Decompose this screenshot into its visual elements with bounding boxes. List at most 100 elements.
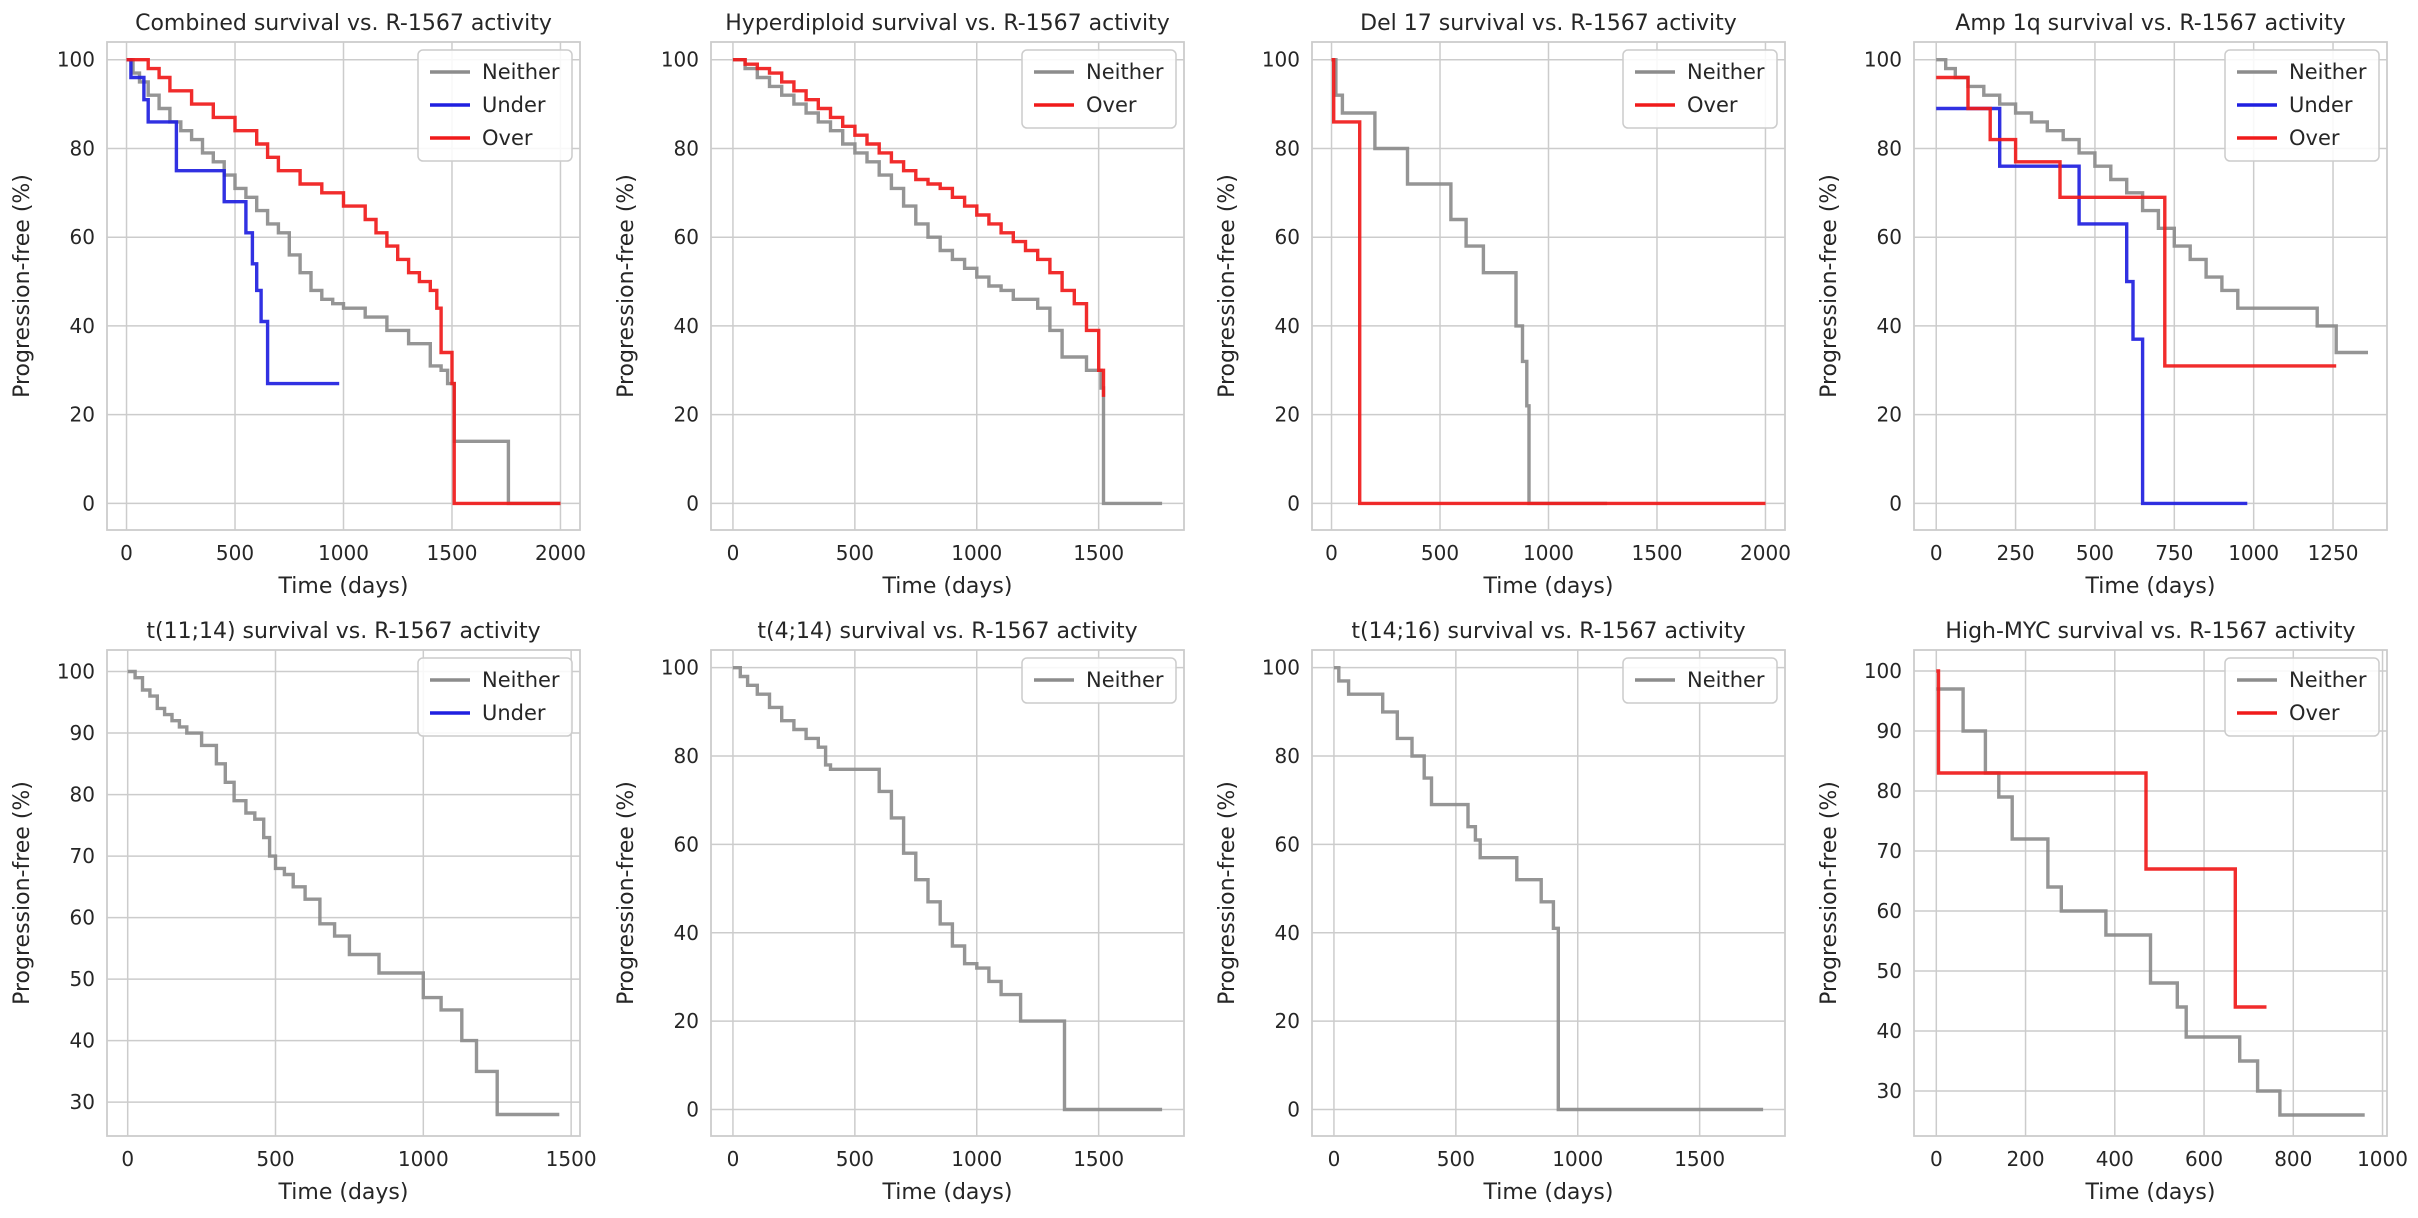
- y-tick-label: 30: [1877, 1079, 1902, 1103]
- x-axis-label: Time (days): [2085, 1180, 2216, 1205]
- legend-label-over: Over: [2289, 126, 2340, 150]
- y-tick-label: 0: [1287, 1097, 1300, 1121]
- x-axis-label: Time (days): [1483, 574, 1614, 599]
- chart-title: Del 17 survival vs. R-1567 activity: [1360, 11, 1737, 36]
- y-tick-label: 0: [686, 1097, 699, 1121]
- x-tick-label: 2000: [535, 541, 586, 565]
- legend-label-under: Under: [482, 701, 546, 725]
- chart-title: Hyperdiploid survival vs. R-1567 activit…: [725, 11, 1169, 36]
- x-tick-label: 0: [727, 1147, 740, 1171]
- y-tick-label: 0: [1287, 491, 1300, 515]
- y-tick-label: 80: [70, 136, 95, 160]
- series-line-neither: [1936, 58, 2368, 355]
- legend-box: [2224, 657, 2380, 737]
- y-tick-label: 20: [1275, 403, 1300, 427]
- series-line-over: [1936, 669, 2267, 1009]
- legend: Neither Over: [1021, 49, 1177, 129]
- legend-label-neither: Neither: [482, 668, 560, 692]
- x-tick-label: 500: [216, 541, 254, 565]
- series-line-neither: [732, 58, 1163, 506]
- series-line-over: [1936, 75, 2337, 368]
- y-tick-label: 40: [674, 921, 699, 945]
- y-axis-label: Progression-free (%): [614, 174, 639, 398]
- x-axis-label: Time (days): [882, 574, 1013, 599]
- y-tick-label: 70: [70, 844, 95, 868]
- y-axis-label: Progression-free (%): [1215, 781, 1240, 1005]
- x-tick-label: 1500: [1073, 1147, 1124, 1171]
- y-tick-label: 60: [70, 225, 95, 249]
- y-axis-label: Progression-free (%): [1817, 781, 1842, 1005]
- y-tick-label: 0: [686, 491, 699, 515]
- x-tick-label: 0: [1328, 1147, 1341, 1171]
- panel-7: 0 500 1000 1500 0 20 40 60 80 100 t(14;16) surviva…: [1215, 619, 1786, 1205]
- y-tick-label: 0: [82, 491, 95, 515]
- y-tick-label: 100: [1864, 48, 1902, 72]
- x-tick-label: 1000: [398, 1147, 449, 1171]
- panel-4: 0 250 500 750 1000 1250 0 20 40 60 80 100 Amp 1q sur…: [1817, 11, 2388, 599]
- legend-label-neither: Neither: [2289, 60, 2367, 84]
- legend-label-neither: Neither: [1687, 668, 1765, 692]
- y-tick-label: 40: [70, 314, 95, 338]
- x-tick-label: 250: [1996, 541, 2034, 565]
- panel-1: 0 500 1000 1500 2000 0 20 40 60 80 100 Combined sur…: [10, 11, 586, 599]
- chart-title: High-MYC survival vs. R-1567 activity: [1945, 619, 2355, 644]
- x-tick-label: 1000: [951, 541, 1002, 565]
- legend-label-over: Over: [482, 126, 533, 150]
- legend-label-neither: Neither: [1086, 668, 1164, 692]
- y-axis-label: Progression-free (%): [10, 174, 35, 398]
- legend: Neither: [1021, 657, 1177, 704]
- x-tick-label: 500: [1421, 541, 1459, 565]
- y-tick-label: 80: [1275, 744, 1300, 768]
- legend: Neither Under Over: [2224, 49, 2380, 162]
- legend-box: [1021, 657, 1177, 704]
- x-tick-label: 1500: [427, 541, 478, 565]
- x-tick-label: 1500: [546, 1147, 597, 1171]
- chart-title: Amp 1q survival vs. R-1567 activity: [1955, 11, 2345, 36]
- legend-label-neither: Neither: [2289, 668, 2367, 692]
- y-tick-label: 60: [674, 832, 699, 856]
- x-tick-label: 500: [2076, 541, 2114, 565]
- y-tick-label: 30: [70, 1090, 95, 1114]
- legend-label-under: Under: [482, 93, 546, 117]
- x-tick-label: 0: [1325, 541, 1338, 565]
- x-tick-label: 1250: [2308, 541, 2359, 565]
- y-tick-label: 40: [674, 314, 699, 338]
- y-tick-label: 80: [70, 783, 95, 807]
- y-tick-label: 100: [661, 48, 699, 72]
- panel-3: 0 500 1000 1500 2000 0 20 40 60 80 100 Del 17 survi…: [1215, 11, 1791, 599]
- series-line-neither: [1333, 666, 1764, 1112]
- series-line-under: [1936, 106, 2248, 506]
- chart-title: t(14;16) survival vs. R-1567 activity: [1351, 619, 1745, 644]
- x-tick-label: 500: [1437, 1147, 1475, 1171]
- x-axis-label: Time (days): [1483, 1180, 1614, 1205]
- panel-8: 0 200 400 600 800 1000 30 40 50 60 70 80 90 100 High-M…: [1817, 619, 2408, 1205]
- series-line-over: [732, 58, 1106, 397]
- y-tick-label: 20: [1275, 1009, 1300, 1033]
- legend-label-neither: Neither: [1687, 60, 1765, 84]
- x-tick-label: 0: [1930, 541, 1943, 565]
- y-tick-label: 60: [1275, 225, 1300, 249]
- x-tick-label: 1000: [1523, 541, 1574, 565]
- y-tick-label: 40: [1275, 314, 1300, 338]
- x-axis-label: Time (days): [278, 574, 409, 599]
- x-tick-label: 1500: [1632, 541, 1683, 565]
- x-tick-label: 200: [2006, 1147, 2044, 1171]
- legend: Neither Over: [1622, 49, 1778, 129]
- chart-title: t(4;14) survival vs. R-1567 activity: [757, 619, 1137, 644]
- y-tick-label: 60: [70, 906, 95, 930]
- x-tick-label: 2000: [1740, 541, 1791, 565]
- panel-5: 0 500 1000 1500 30 40 50 60 70 80 90 100 t(11;14) su…: [10, 619, 597, 1205]
- y-tick-label: 70: [1877, 839, 1902, 863]
- legend-box: [1021, 49, 1177, 129]
- chart-title: t(11;14) survival vs. R-1567 activity: [146, 619, 540, 644]
- series-line-over: [1331, 58, 1766, 506]
- legend-box: [2224, 49, 2380, 162]
- y-tick-label: 80: [674, 744, 699, 768]
- legend-label-over: Over: [1086, 93, 1137, 117]
- y-tick-label: 80: [674, 136, 699, 160]
- legend-box: [1622, 657, 1778, 704]
- x-tick-label: 1000: [951, 1147, 1002, 1171]
- y-tick-label: 100: [661, 656, 699, 680]
- legend-box: [1622, 49, 1778, 129]
